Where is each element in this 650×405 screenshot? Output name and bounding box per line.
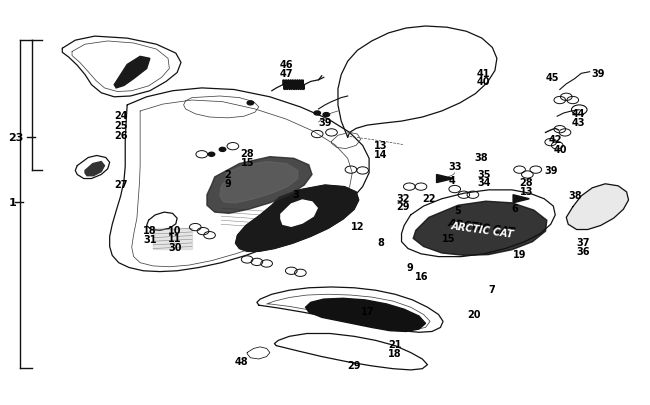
- Polygon shape: [566, 184, 629, 230]
- Text: 39: 39: [591, 68, 604, 78]
- Text: 4: 4: [448, 175, 455, 185]
- Text: 43: 43: [571, 117, 585, 128]
- Circle shape: [208, 153, 214, 157]
- Polygon shape: [207, 157, 312, 214]
- Text: 24: 24: [114, 111, 127, 121]
- Text: 20: 20: [468, 310, 481, 320]
- Text: 35: 35: [477, 169, 491, 179]
- Polygon shape: [413, 202, 547, 256]
- Text: 9: 9: [224, 178, 231, 188]
- Text: 2: 2: [224, 170, 231, 180]
- Text: 26: 26: [114, 131, 127, 141]
- Text: 38: 38: [474, 153, 488, 163]
- Polygon shape: [437, 175, 454, 183]
- Text: 46: 46: [280, 60, 293, 70]
- Text: 34: 34: [477, 177, 491, 187]
- Text: 38: 38: [568, 190, 582, 200]
- Text: 12: 12: [351, 222, 365, 232]
- Text: 16: 16: [415, 271, 428, 281]
- Polygon shape: [114, 57, 150, 89]
- Text: ARCTIC CAT: ARCTIC CAT: [450, 221, 514, 239]
- Polygon shape: [85, 162, 105, 176]
- Text: 5: 5: [455, 206, 461, 215]
- Text: 15: 15: [240, 157, 254, 167]
- Text: 25: 25: [114, 121, 127, 131]
- Text: 13: 13: [519, 186, 533, 196]
- Text: 40: 40: [554, 144, 567, 154]
- Text: 6: 6: [512, 204, 519, 214]
- Text: 27: 27: [114, 179, 127, 189]
- Text: 10: 10: [168, 225, 181, 235]
- Text: 33: 33: [448, 161, 461, 171]
- Text: 39: 39: [318, 117, 332, 128]
- Text: 30: 30: [168, 243, 181, 253]
- Text: 14: 14: [374, 150, 387, 160]
- Polygon shape: [281, 200, 317, 227]
- Text: 32: 32: [396, 194, 410, 203]
- Text: 8: 8: [377, 238, 384, 248]
- Text: 19: 19: [513, 249, 526, 259]
- Polygon shape: [306, 298, 426, 332]
- Text: 18: 18: [144, 225, 157, 235]
- Text: 36: 36: [576, 247, 590, 257]
- Text: 7: 7: [488, 284, 495, 294]
- Text: ARCTIC CAT: ARCTIC CAT: [448, 217, 516, 237]
- Polygon shape: [153, 229, 192, 249]
- Circle shape: [219, 148, 226, 152]
- Text: 44: 44: [571, 109, 585, 119]
- Text: 47: 47: [280, 69, 293, 79]
- Polygon shape: [513, 195, 529, 203]
- Text: 39: 39: [544, 166, 558, 176]
- Polygon shape: [235, 185, 359, 252]
- Text: 18: 18: [388, 347, 402, 358]
- Text: 48: 48: [234, 356, 248, 366]
- Circle shape: [314, 112, 320, 116]
- Circle shape: [247, 102, 254, 106]
- Text: 17: 17: [361, 307, 374, 316]
- Text: 22: 22: [422, 194, 436, 203]
- Text: 23: 23: [8, 133, 24, 143]
- Text: 45: 45: [545, 73, 559, 83]
- Text: 13: 13: [374, 141, 387, 151]
- Text: 28: 28: [519, 177, 533, 187]
- Text: 1: 1: [8, 198, 16, 207]
- Polygon shape: [220, 162, 298, 203]
- Text: 15: 15: [442, 234, 455, 244]
- Circle shape: [323, 113, 330, 117]
- Text: 29: 29: [396, 202, 410, 211]
- Text: 41: 41: [476, 68, 489, 78]
- Text: 31: 31: [144, 234, 157, 245]
- Text: 3: 3: [292, 190, 299, 199]
- Text: 40: 40: [476, 77, 489, 87]
- Text: 21: 21: [388, 339, 402, 349]
- Text: 9: 9: [406, 262, 413, 272]
- Text: 28: 28: [240, 149, 254, 159]
- Text: 11: 11: [168, 234, 181, 244]
- Text: 29: 29: [348, 360, 361, 370]
- Text: 42: 42: [549, 135, 562, 145]
- Text: 37: 37: [576, 238, 590, 248]
